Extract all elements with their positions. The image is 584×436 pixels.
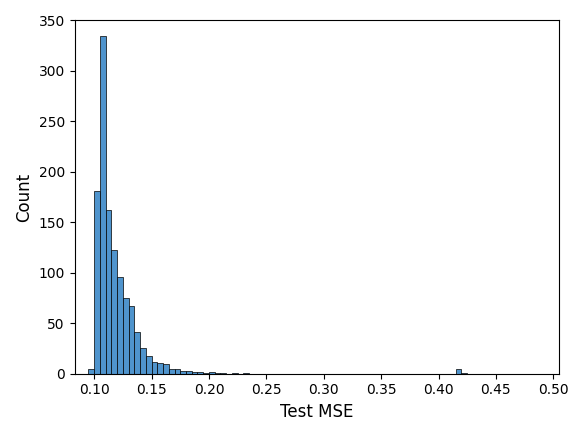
Bar <box>232 373 238 374</box>
Bar <box>134 332 140 374</box>
Bar <box>106 210 112 374</box>
Bar <box>94 191 100 374</box>
Bar <box>220 373 226 374</box>
Bar <box>100 36 106 374</box>
Bar <box>197 372 203 374</box>
Bar <box>157 363 163 374</box>
Bar <box>88 369 94 374</box>
Bar <box>180 371 186 374</box>
Bar <box>456 369 461 374</box>
Bar <box>192 372 197 374</box>
Bar <box>117 277 123 374</box>
Bar <box>128 306 134 374</box>
Bar <box>146 355 152 374</box>
Bar <box>203 373 209 374</box>
X-axis label: Test MSE: Test MSE <box>280 403 353 421</box>
Bar <box>140 348 146 374</box>
Bar <box>123 298 128 374</box>
Bar <box>209 372 215 374</box>
Bar <box>215 373 220 374</box>
Bar <box>163 364 169 374</box>
Bar <box>152 361 157 374</box>
Bar <box>112 249 117 374</box>
Bar <box>169 369 175 374</box>
Bar <box>186 371 192 374</box>
Bar <box>175 369 180 374</box>
Y-axis label: Count: Count <box>15 173 33 221</box>
Bar <box>244 373 249 374</box>
Bar <box>461 373 467 374</box>
